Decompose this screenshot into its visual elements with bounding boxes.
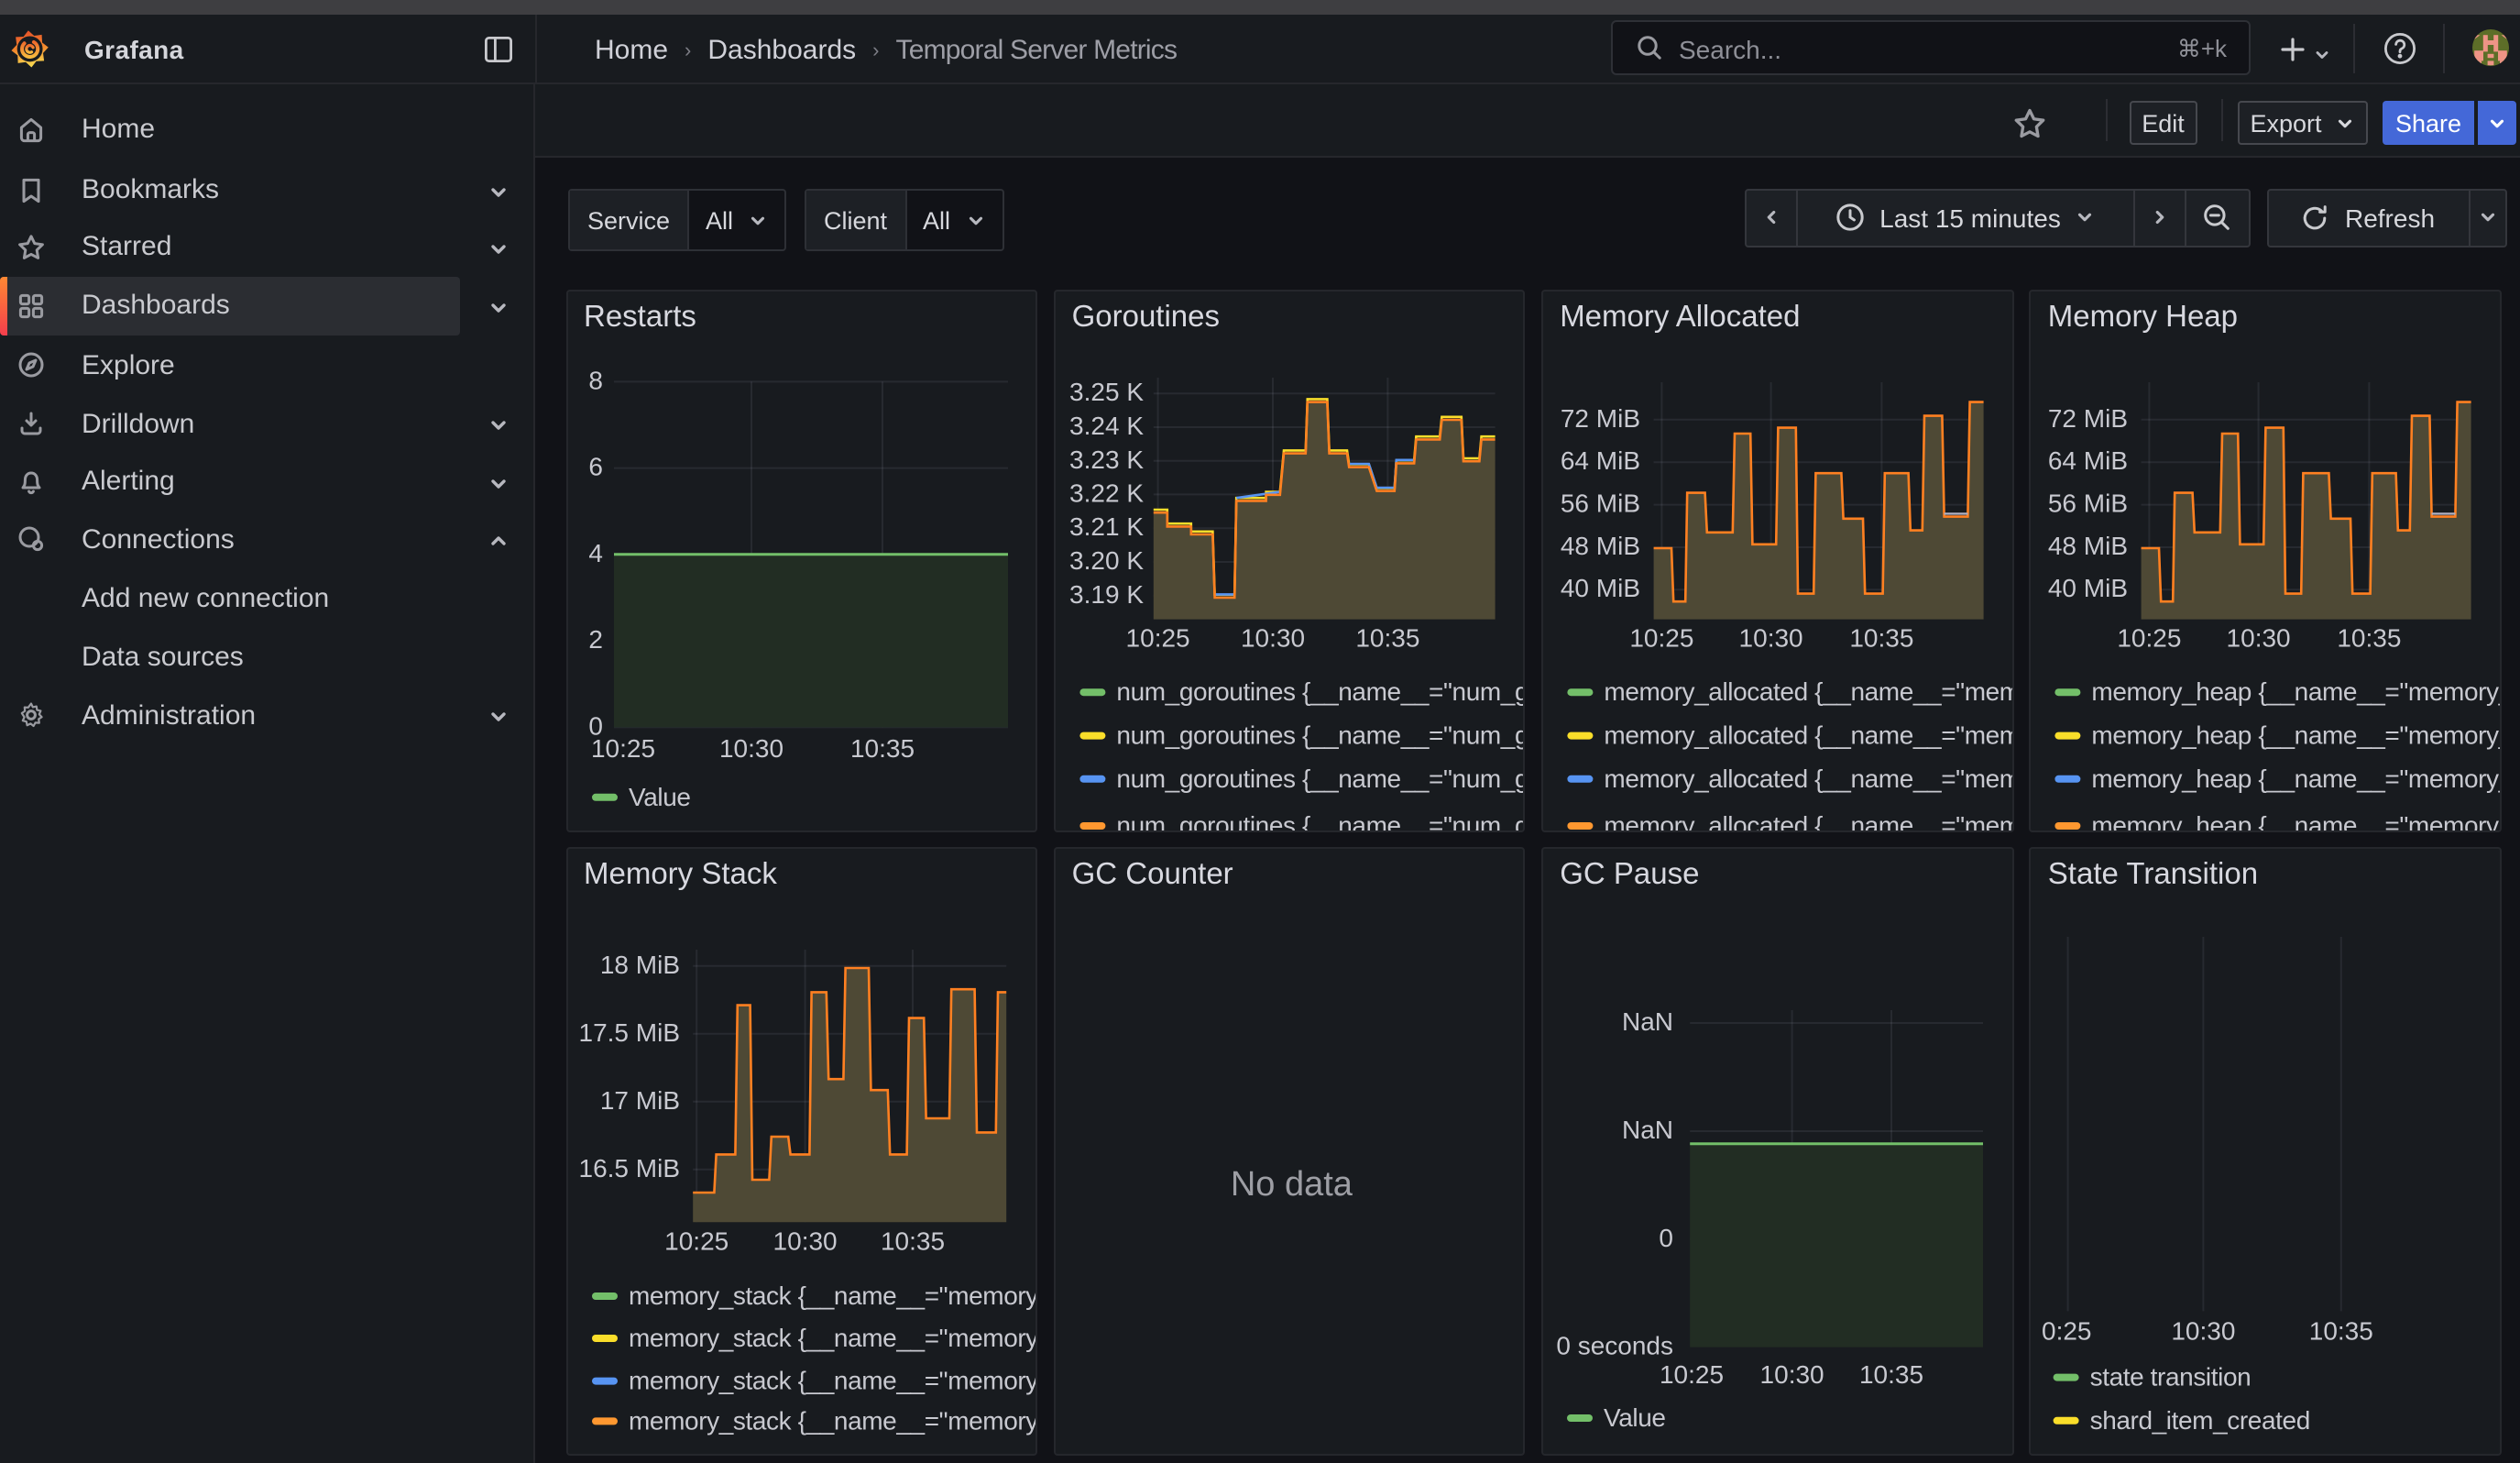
svg-text:num_goroutines {__name__="num_: num_goroutines {__name__="num_go: [1116, 764, 1526, 793]
svg-text:10:30: 10:30: [772, 1226, 837, 1255]
svg-text:3.24 K: 3.24 K: [1069, 412, 1144, 440]
svg-text:memory_allocated {__name__="me: memory_allocated {__name__="memo: [1605, 721, 2014, 750]
svg-text:memory_heap {__name__="memory_: memory_heap {__name__="memory_h: [2092, 677, 2502, 706]
svg-text:memory_heap {__name__="memory_: memory_heap {__name__="memory_h: [2092, 721, 2502, 750]
svg-text:10:30: 10:30: [2227, 623, 2291, 652]
svg-text:48 MiB: 48 MiB: [1561, 532, 1640, 560]
svg-text:72 MiB: 72 MiB: [2049, 404, 2129, 433]
svg-text:72 MiB: 72 MiB: [1561, 404, 1640, 433]
svg-text:memory_heap {__name__="memory_: memory_heap {__name__="memory_h: [2092, 764, 2502, 793]
svg-text:56 MiB: 56 MiB: [2049, 490, 2129, 518]
svg-text:8: 8: [587, 366, 602, 394]
svg-text:10:35: 10:35: [1850, 623, 1914, 652]
svg-text:4: 4: [587, 539, 602, 567]
svg-text:10:30: 10:30: [1739, 623, 1803, 652]
svg-text:40 MiB: 40 MiB: [2049, 574, 2129, 602]
svg-text:Value: Value: [628, 783, 690, 811]
svg-text:18 MiB: 18 MiB: [599, 951, 679, 979]
svg-text:3.25 K: 3.25 K: [1069, 378, 1144, 406]
svg-text:10:35: 10:35: [2310, 1316, 2374, 1345]
svg-text:num_goroutines {__name__="num_: num_goroutines {__name__="num_go: [1116, 811, 1526, 832]
svg-text:memory_stack {__name__="memory: memory_stack {__name__="memory_s: [628, 1282, 1037, 1310]
svg-text:10:25: 10:25: [2118, 623, 2182, 652]
svg-text:10:25: 10:25: [1660, 1360, 1724, 1389]
svg-text:memory_allocated {__name__="me: memory_allocated {__name__="memo: [1605, 764, 2014, 793]
svg-text:10:25: 10:25: [1125, 623, 1189, 652]
svg-text:state transition: state transition: [2090, 1363, 2252, 1392]
svg-text:10:25: 10:25: [663, 1226, 728, 1255]
svg-text:NaN: NaN: [1622, 1007, 1673, 1036]
svg-text:0 seconds: 0 seconds: [1557, 1332, 1674, 1360]
svg-text:10:35: 10:35: [880, 1226, 944, 1255]
svg-text:3.20 K: 3.20 K: [1069, 546, 1144, 575]
svg-text:10:25: 10:25: [1630, 623, 1694, 652]
svg-text:Value: Value: [1604, 1403, 1666, 1432]
svg-text:memory_allocated {__name__="me: memory_allocated {__name__="memo: [1605, 677, 2014, 706]
svg-text:NaN: NaN: [1622, 1116, 1673, 1144]
svg-text:40 MiB: 40 MiB: [1561, 574, 1640, 602]
svg-text:10:30: 10:30: [1241, 623, 1305, 652]
svg-text:3.19 K: 3.19 K: [1069, 580, 1144, 609]
svg-text:memory_allocated {__name__="me: memory_allocated {__name__="memo: [1605, 811, 2014, 832]
svg-text:num_goroutines {__name__="num_: num_goroutines {__name__="num_go: [1116, 677, 1526, 706]
svg-text:2: 2: [587, 625, 602, 654]
svg-text:56 MiB: 56 MiB: [1561, 490, 1640, 518]
svg-text:10:25: 10:25: [590, 734, 654, 763]
svg-text:6: 6: [587, 453, 602, 481]
svg-text:10:30: 10:30: [1760, 1360, 1824, 1389]
svg-text:17.5 MiB: 17.5 MiB: [578, 1018, 680, 1047]
svg-text:num_goroutines {__name__="num_: num_goroutines {__name__="num_go: [1116, 721, 1526, 750]
svg-text:64 MiB: 64 MiB: [2049, 446, 2129, 475]
svg-text:17 MiB: 17 MiB: [599, 1086, 679, 1115]
svg-text:10:35: 10:35: [849, 734, 914, 763]
svg-text:10:35: 10:35: [2338, 623, 2402, 652]
svg-text:64 MiB: 64 MiB: [1561, 446, 1640, 475]
svg-text:memory_stack {__name__="memory: memory_stack {__name__="memory_s: [628, 1406, 1037, 1435]
svg-text:10:30: 10:30: [718, 734, 783, 763]
svg-text:3.21 K: 3.21 K: [1069, 512, 1144, 541]
svg-text:3.23 K: 3.23 K: [1069, 446, 1144, 474]
svg-text:48 MiB: 48 MiB: [2049, 532, 2129, 560]
svg-text:0:25: 0:25: [2043, 1316, 2093, 1345]
svg-text:memory_heap {__name__="memory_: memory_heap {__name__="memory_h: [2092, 811, 2502, 832]
svg-text:16.5 MiB: 16.5 MiB: [578, 1154, 680, 1182]
svg-text:10:30: 10:30: [2172, 1316, 2236, 1345]
svg-text:memory_stack {__name__="memory: memory_stack {__name__="memory_s: [628, 1367, 1037, 1395]
svg-text:10:35: 10:35: [1859, 1360, 1923, 1389]
svg-text:10:35: 10:35: [1355, 623, 1419, 652]
svg-text:0: 0: [587, 711, 602, 740]
svg-text:shard_item_created: shard_item_created: [2090, 1406, 2310, 1435]
svg-text:No data: No data: [1230, 1165, 1353, 1204]
svg-text:memory_stack {__name__="memory: memory_stack {__name__="memory_s: [628, 1324, 1037, 1352]
svg-text:0: 0: [1660, 1224, 1674, 1252]
svg-text:3.22 K: 3.22 K: [1069, 478, 1144, 507]
